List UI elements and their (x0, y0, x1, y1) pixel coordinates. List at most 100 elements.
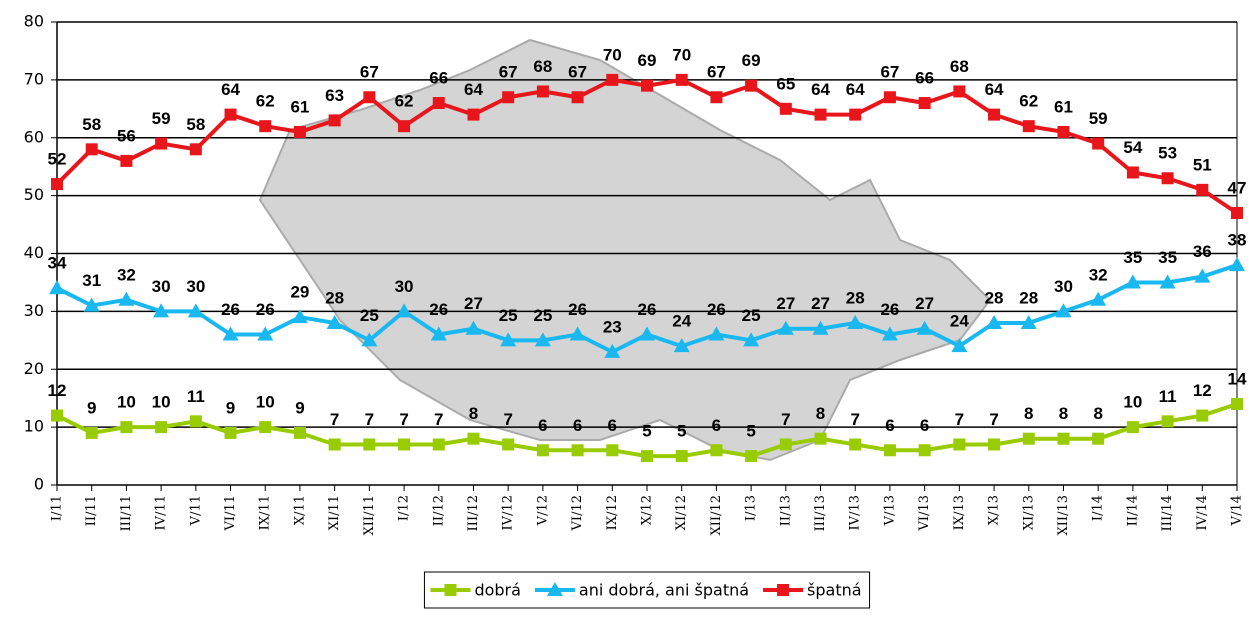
data-label: 11 (1159, 387, 1177, 406)
x-tick-label: IX/11 (258, 495, 273, 530)
x-tick-label: X/13 (987, 495, 1002, 525)
data-label: 32 (117, 265, 136, 284)
point (189, 415, 202, 428)
data-label: 58 (186, 115, 205, 134)
point (430, 326, 447, 341)
data-label: 38 (1228, 231, 1247, 250)
point (398, 438, 411, 451)
y-tick-label: 60 (24, 127, 44, 146)
y-tick-label: 40 (24, 243, 44, 262)
point (951, 338, 968, 353)
data-label: 12 (1193, 381, 1212, 400)
point (988, 108, 1001, 121)
point (777, 320, 794, 335)
data-label: 52 (48, 150, 67, 169)
data-label: 26 (880, 300, 899, 319)
x-tick-label: XII/12 (709, 495, 724, 535)
point (641, 79, 653, 92)
x-tick-label: IX/13 (952, 495, 967, 530)
data-label: 7 (989, 410, 998, 429)
x-tick-label: VI/13 (917, 495, 932, 531)
x-tick-label: II/14 (1125, 495, 1140, 526)
x-tick-label: VI/11 (223, 495, 238, 531)
data-label: 7 (399, 410, 408, 429)
x-tick-label: V/13 (882, 495, 897, 526)
data-label: 70 (603, 45, 622, 64)
data-label: 27 (915, 294, 934, 313)
point (675, 450, 688, 463)
point (1055, 303, 1072, 318)
point (988, 438, 1001, 451)
data-label: 30 (1054, 277, 1073, 296)
point (1124, 274, 1141, 289)
point (85, 426, 98, 439)
y-tick-label: 70 (24, 69, 44, 88)
point (1194, 268, 1211, 283)
data-label: 10 (152, 393, 171, 412)
x-tick-label: V/14 (1230, 495, 1245, 526)
x-tick-label: IV/12 (501, 495, 516, 530)
point (675, 73, 688, 86)
x-tick-label: X/11 (292, 495, 307, 525)
legend-marker (546, 582, 563, 596)
y-tick-label: 80 (24, 12, 44, 31)
x-tick-label: V/12 (535, 495, 550, 526)
x-tick-label: IV/11 (154, 495, 169, 530)
point (85, 143, 98, 156)
data-label: 26 (638, 300, 657, 319)
point (49, 280, 65, 295)
data-label: 8 (1024, 404, 1033, 423)
data-label: 36 (1193, 242, 1212, 261)
y-tick-label: 0 (34, 475, 44, 494)
data-label: 5 (642, 422, 651, 441)
point (1092, 432, 1105, 445)
data-label: 8 (469, 404, 478, 423)
point (155, 137, 168, 150)
data-label: 27 (464, 294, 483, 313)
data-label: 28 (985, 288, 1004, 307)
data-label: 8 (1059, 404, 1068, 423)
y-tick-label: 10 (24, 417, 44, 436)
data-label: 64 (221, 80, 240, 99)
data-label: 30 (395, 277, 414, 296)
point (293, 125, 306, 138)
point (1057, 432, 1070, 445)
point (222, 326, 239, 341)
x-tick-label: IV/14 (1195, 495, 1210, 530)
data-label: 30 (152, 277, 171, 296)
point (606, 73, 619, 86)
data-label: 62 (395, 92, 414, 111)
data-label: 24 (672, 312, 691, 331)
data-label: 29 (290, 283, 309, 302)
data-label: 34 (48, 254, 67, 273)
data-label: 31 (82, 271, 101, 290)
x-tick-label: II/13 (778, 495, 793, 526)
data-label: 61 (290, 97, 309, 116)
data-label: 10 (117, 393, 136, 412)
point (259, 421, 272, 434)
data-label: 62 (256, 92, 275, 111)
data-label: 7 (781, 410, 790, 429)
point (465, 320, 482, 335)
data-label: 7 (851, 410, 860, 429)
point (536, 444, 549, 457)
x-tick-label: XI/12 (674, 495, 689, 530)
data-label: 6 (920, 416, 929, 435)
point (328, 114, 341, 127)
point (953, 85, 966, 98)
data-label: 24 (950, 312, 969, 331)
point (639, 326, 655, 341)
data-label: 7 (434, 410, 443, 429)
point (606, 444, 619, 457)
point (569, 326, 586, 341)
point (1229, 257, 1245, 272)
data-label: 25 (742, 306, 761, 325)
point (257, 326, 274, 341)
x-tick-label: XI/13 (1021, 495, 1036, 530)
data-label: 5 (746, 422, 755, 441)
point (779, 438, 792, 451)
data-label: 64 (985, 80, 1004, 99)
point (189, 143, 202, 156)
data-label: 62 (1019, 92, 1038, 111)
